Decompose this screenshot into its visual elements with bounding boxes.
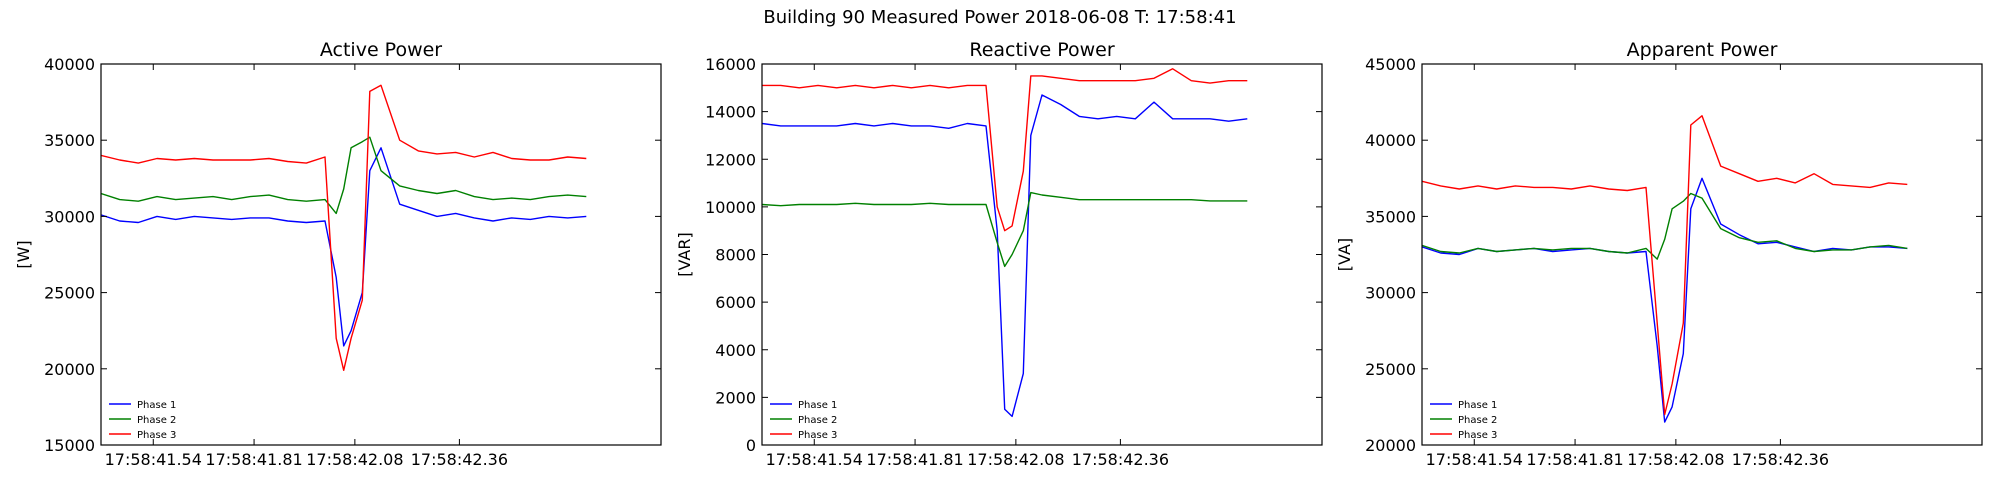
y-axis-label: [W] [14, 240, 33, 268]
legend-label: Phase 3 [798, 430, 837, 441]
x-tick-label: 17:58:42.36 [1732, 450, 1829, 469]
legend-label: Phase 2 [798, 415, 837, 426]
chart-title: Apparent Power [1627, 39, 1778, 61]
x-tick-label: 17:58:42.36 [1072, 450, 1169, 469]
legend-label: Phase 2 [1458, 415, 1497, 426]
series-line-phase-1 [762, 94, 1248, 418]
legend-label: Phase 3 [137, 430, 176, 441]
series-line-phase-2 [1422, 192, 1908, 260]
x-tick-label: 17:58:41.81 [1526, 450, 1623, 469]
y-tick-label: 40000 [1365, 131, 1416, 150]
y-tick-label: 30000 [44, 207, 95, 226]
legend-label: Phase 3 [1458, 430, 1497, 441]
y-tick-label: 30000 [1365, 284, 1416, 303]
legend-label: Phase 1 [137, 400, 176, 411]
y-tick-label: 15000 [44, 436, 95, 455]
legend-label: Phase 1 [798, 400, 837, 411]
y-tick-label: 12000 [705, 150, 756, 169]
y-tick-label: 4000 [715, 341, 756, 360]
y-tick-label: 14000 [705, 103, 756, 122]
series-line-phase-2 [101, 136, 587, 215]
y-tick-label: 35000 [44, 131, 95, 150]
axes-frame [761, 63, 1323, 446]
y-tick-label: 8000 [715, 246, 756, 265]
y-tick-label: 6000 [715, 293, 756, 312]
series-line-phase-1 [1422, 177, 1908, 423]
legend-label: Phase 1 [1458, 400, 1497, 411]
x-tick-label: 17:58:42.36 [411, 450, 508, 469]
y-tick-label: 45000 [1365, 55, 1416, 74]
y-axis-label: [VA] [1335, 238, 1354, 271]
y-axis-label: [VAR] [675, 232, 694, 276]
series-group [101, 84, 587, 371]
legend: Phase 1 Phase 2 Phase 3 [770, 400, 837, 441]
chart-panel-3: Apparent Power [VA] 20000 25000 30000 35000 40… [1335, 39, 1983, 469]
chart-panel-2: Reactive Power [VAR] 0 2000 4000 6000 8000 1000… [675, 39, 1323, 469]
series-line-phase-1 [101, 147, 587, 347]
y-tick-label: 25000 [44, 284, 95, 303]
y-tick-label: 20000 [1365, 436, 1416, 455]
chart-title: Active Power [320, 39, 442, 61]
legend: Phase 1 Phase 2 Phase 3 [1430, 400, 1497, 441]
series-group [1422, 115, 1908, 423]
y-tick-label: 35000 [1365, 207, 1416, 226]
y-tick-label: 16000 [705, 55, 756, 74]
x-tick-label: 17:58:42.08 [967, 450, 1064, 469]
x-tick-label: 17:58:41.81 [205, 450, 302, 469]
axes-frame [1421, 63, 1983, 446]
y-tick-label: 10000 [705, 198, 756, 217]
chart-panel-1: Active Power [W] 15000 20000 25000 30000 35000… [14, 39, 662, 469]
series-line-phase-2 [762, 191, 1248, 268]
y-tick-label: 40000 [44, 55, 95, 74]
x-tick-label: 17:58:42.08 [1627, 450, 1724, 469]
y-tick-label: 2000 [715, 388, 756, 407]
series-line-phase-3 [762, 68, 1248, 232]
series-group [762, 68, 1248, 418]
x-tick-label: 17:58:41.54 [105, 450, 202, 469]
legend: Phase 1 Phase 2 Phase 3 [109, 400, 176, 441]
x-tick-label: 17:58:41.54 [766, 450, 863, 469]
axes-frame [100, 63, 662, 446]
x-tick-label: 17:58:42.08 [306, 450, 403, 469]
series-line-phase-3 [101, 84, 587, 371]
legend-label: Phase 2 [137, 415, 176, 426]
y-tick-label: 20000 [44, 360, 95, 379]
y-tick-label: 25000 [1365, 360, 1416, 379]
series-line-phase-3 [1422, 115, 1908, 416]
chart-title: Reactive Power [969, 39, 1114, 61]
x-tick-label: 17:58:41.81 [866, 450, 963, 469]
y-tick-label: 0 [746, 436, 756, 455]
figure-title: Building 90 Measured Power 2018-06-08 T:… [763, 7, 1237, 28]
x-tick-label: 17:58:41.54 [1426, 450, 1523, 469]
